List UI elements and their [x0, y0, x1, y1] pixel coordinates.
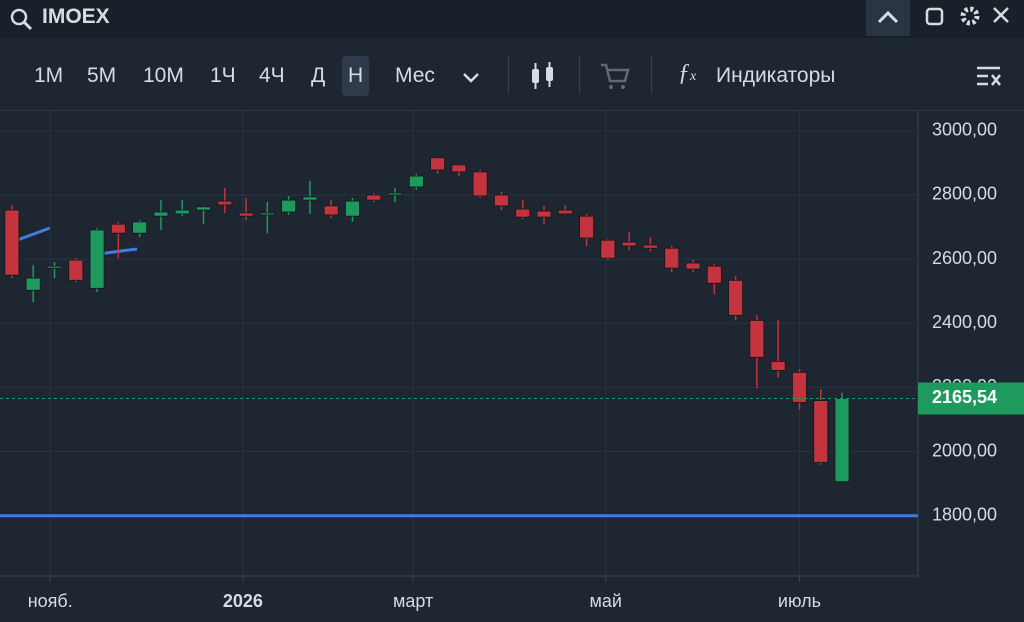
settings-button[interactable] [960, 6, 980, 26]
x-tick-label: июль [778, 591, 821, 611]
indicators-button[interactable]: Индикаторы [716, 64, 836, 87]
last-price-tag [918, 382, 1024, 415]
candle-body [813, 400, 829, 463]
candle-body [600, 239, 616, 259]
close-button[interactable] [993, 7, 1009, 23]
candle-body [579, 215, 595, 239]
timeframe-button[interactable]: 4Ч [259, 64, 285, 87]
y-tick-label: 2000,00 [932, 440, 997, 460]
candle-body [47, 265, 62, 269]
dropdown[interactable] [458, 66, 488, 90]
candle-body [621, 241, 637, 247]
y-tick-label: 1800,00 [932, 504, 997, 524]
chart-type-button[interactable] [526, 60, 560, 94]
candle-body [89, 229, 105, 289]
candle-body [217, 200, 233, 206]
x-tick-label: март [393, 591, 433, 611]
candle-body [451, 164, 467, 173]
candle-body [302, 196, 318, 201]
candle-body [174, 209, 190, 215]
candle-body [387, 192, 403, 196]
candle-body [366, 194, 382, 201]
candle-body [281, 199, 297, 213]
chart: 1800,002000,002200,002400,002600,002800,… [0, 110, 1024, 611]
candle-body [196, 206, 211, 211]
candle-body [728, 279, 744, 316]
candle-body [430, 157, 446, 171]
candle-body [834, 398, 850, 483]
cart-button[interactable] [598, 60, 632, 94]
candle-body [706, 265, 722, 284]
candle-body [259, 212, 275, 216]
x-tick-label: май [590, 591, 622, 611]
candle-body [494, 194, 509, 207]
top-bar: IMOEX [0, 0, 1024, 38]
candle-body [749, 319, 765, 358]
candle-body [4, 209, 20, 276]
candle-body [536, 210, 552, 218]
timeframe-button[interactable]: Мес [395, 64, 435, 87]
timeframe-button[interactable]: Д [311, 64, 326, 87]
candle-body [132, 221, 148, 234]
candle-body [472, 171, 488, 197]
toolbar: 1М 5М 10М 1Ч 4Ч Д Н Мес ƒx Индикаторы [0, 38, 1024, 111]
candle-body [323, 205, 339, 216]
candle-body [68, 259, 84, 281]
candle-body [515, 208, 531, 218]
menu-button[interactable] [974, 62, 1004, 92]
y-tick-label: 2400,00 [932, 312, 997, 332]
restore-button[interactable] [925, 7, 944, 26]
candle-body [238, 212, 254, 217]
window-buttons [866, 0, 1009, 36]
y-tick-label: 3000,00 [932, 120, 997, 140]
symbol[interactable]: IMOEX [42, 5, 110, 28]
candle-body [685, 262, 701, 270]
candle-body [557, 209, 573, 215]
last-price-label: 2165,54 [932, 387, 997, 407]
x-tick-label: нояб. [28, 591, 73, 611]
candle-body [643, 244, 658, 249]
trend-drawing [97, 247, 138, 256]
fx-icon: ƒx [678, 60, 697, 86]
timeframe-button[interactable]: Н [342, 56, 370, 96]
candle-body [770, 361, 786, 371]
candle-body [345, 200, 360, 217]
timeframe-button[interactable]: 1Ч [210, 64, 236, 87]
candle-body [110, 223, 126, 234]
candle-body [25, 277, 41, 291]
timeframe-button[interactable]: 10М [143, 64, 184, 87]
candle-body [792, 371, 807, 403]
y-tick-label: 2600,00 [932, 248, 997, 268]
collapse-button[interactable] [866, 0, 910, 36]
y-tick-label: 2800,00 [932, 184, 997, 204]
search-icon[interactable] [6, 4, 36, 34]
x-tick-label: 2026 [223, 591, 263, 611]
candle-body [408, 175, 424, 188]
timeframe-button[interactable]: 5М [87, 64, 117, 87]
candle-body [153, 211, 169, 217]
timeframe-button[interactable]: 1М [34, 64, 64, 87]
candle-body [664, 247, 680, 269]
